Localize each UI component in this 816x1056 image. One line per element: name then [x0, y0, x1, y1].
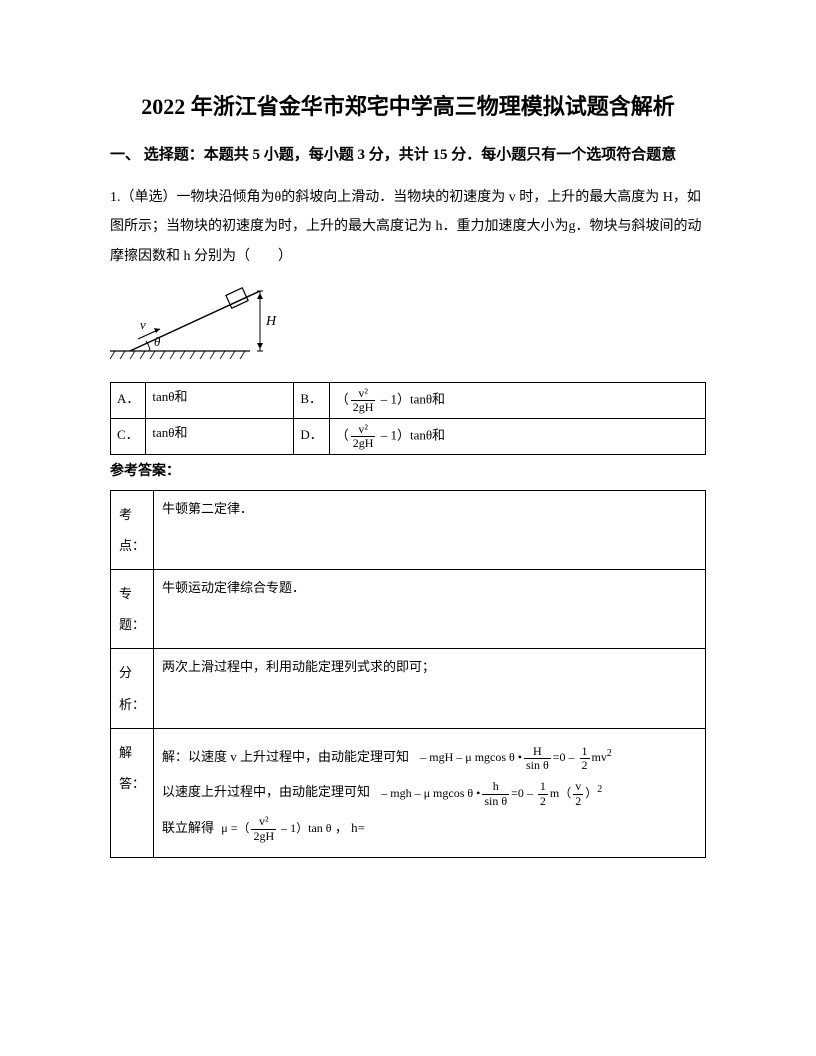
theta-label: θ: [154, 334, 161, 349]
solution-table: 考点： 牛顿第二定律． 专题： 牛顿运动定律综合专题． 分析： 两次上滑过程中，…: [110, 490, 706, 858]
answer-label: 参考答案：: [110, 461, 706, 483]
kaodian-text: 牛顿第二定律．: [154, 490, 706, 569]
equation-1: – mgH – μ mgcos θ •Hsin θ=0 – 12mv2: [420, 743, 612, 772]
option-d-prefix: （: [336, 428, 349, 443]
kaodian-label: 考点：: [111, 490, 154, 569]
fenxi-label: 分析：: [111, 649, 154, 728]
option-b-suffix: – 1）tanθ和: [377, 391, 445, 406]
option-d-label: D．: [294, 418, 329, 454]
v-label: v: [140, 317, 146, 332]
option-a-label: A．: [111, 382, 146, 418]
option-a-content: tanθ和: [146, 382, 294, 418]
jieda-line3b: ， h=: [335, 820, 365, 835]
option-d-fraction: v²2gH: [351, 423, 376, 450]
option-c-label: C．: [111, 418, 146, 454]
option-d-content: （v²2gH – 1）tanθ和: [329, 418, 705, 454]
h-label: H: [265, 314, 277, 329]
option-c-content: tanθ和: [146, 418, 294, 454]
zhuanti-text: 牛顿运动定律综合专题．: [154, 570, 706, 649]
section-header: 一、 选择题：本题共 5 小题，每小题 3 分，共计 15 分．每小题只有一个选…: [110, 143, 706, 167]
option-b-content: （v²2gH – 1）tanθ和: [329, 382, 705, 418]
jieda-line2: 以速度上升过程中，由动能定理可知: [162, 784, 370, 799]
option-b-prefix: （: [336, 391, 349, 406]
fenxi-text: 两次上滑过程中，利用动能定理列式求的即可；: [154, 649, 706, 728]
equation-3: μ =（v²2gH – 1）tan θ: [221, 815, 331, 843]
jieda-label: 解答：: [111, 728, 154, 857]
jieda-line3a: 联立解得: [162, 820, 214, 835]
jieda-line1: 解：以速度 v 上升过程中，由动能定理可知: [162, 749, 409, 764]
zhuanti-label: 专题：: [111, 570, 154, 649]
jieda-content: 解：以速度 v 上升过程中，由动能定理可知 – mgH – μ mgcos θ …: [154, 728, 706, 857]
option-d-suffix: – 1）tanθ和: [377, 428, 445, 443]
equation-2: – mgh – μ mgcos θ •hsin θ=0 – 12m（v2）2: [381, 779, 602, 808]
option-b-label: B．: [294, 382, 329, 418]
question-1-text: 1.（单选）一物块沿倾角为θ的斜坡向上滑动．当物块的初速度为 v 时，上升的最大…: [110, 183, 706, 271]
options-table: A． tanθ和 B． （v²2gH – 1）tanθ和 C． tanθ和 D．…: [110, 382, 706, 456]
incline-diagram: θ v H: [110, 281, 706, 369]
page-title: 2022 年浙江省金华市郑宅中学高三物理模拟试题含解析: [110, 90, 706, 123]
option-b-fraction: v²2gH: [351, 387, 376, 414]
